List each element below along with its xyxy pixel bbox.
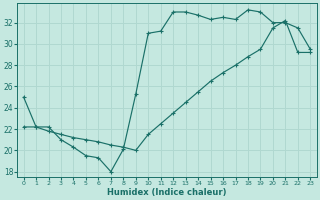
X-axis label: Humidex (Indice chaleur): Humidex (Indice chaleur) (107, 188, 227, 197)
